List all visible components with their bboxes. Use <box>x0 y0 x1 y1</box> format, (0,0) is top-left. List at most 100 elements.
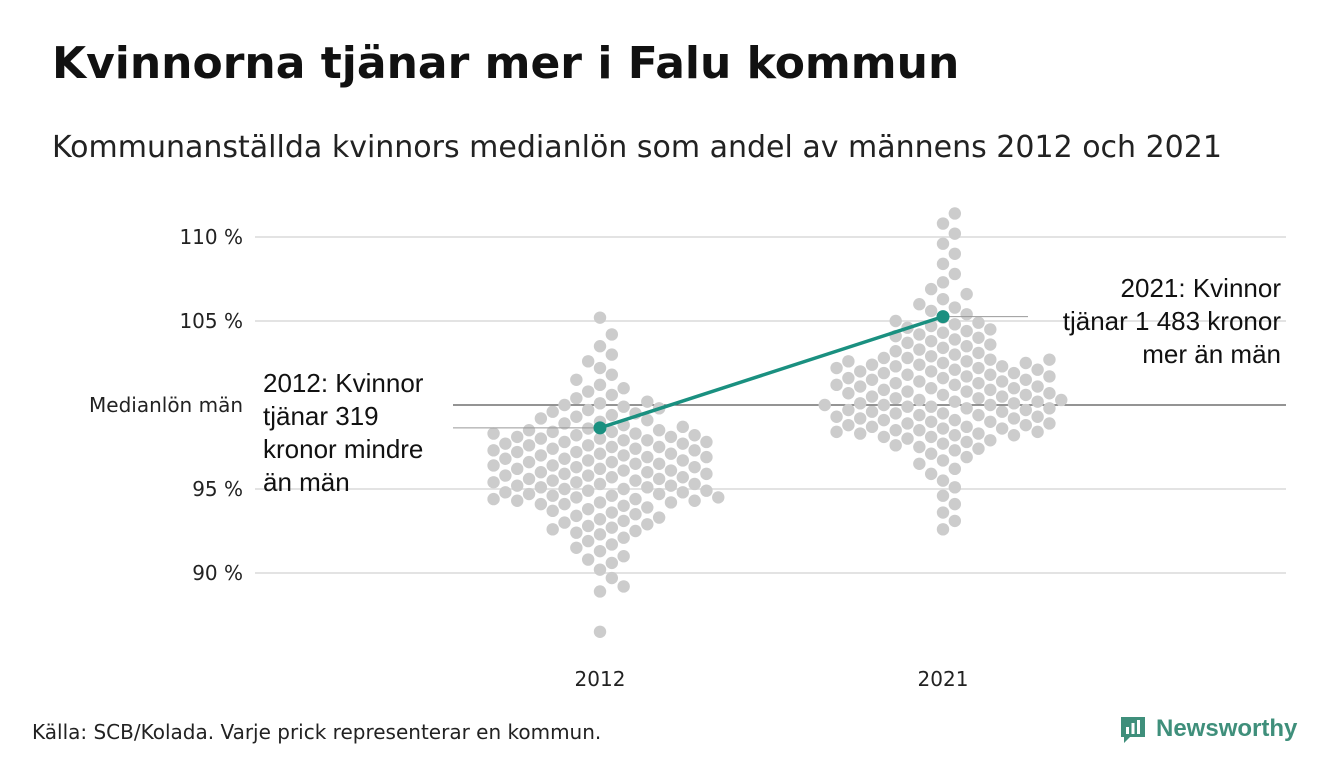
annotation-2021-line: mer än män <box>1142 339 1281 369</box>
annotation-2012-line: kronor mindre <box>263 434 423 464</box>
municipality-dot <box>913 424 926 437</box>
municipality-dot <box>558 398 571 412</box>
municipality-dot <box>688 429 701 442</box>
municipality-dot <box>972 346 985 360</box>
municipality-dot <box>664 464 678 477</box>
municipality-dot <box>558 417 571 430</box>
municipality-dot <box>948 378 962 392</box>
annotation-2021-line: 2021: Kvinnor <box>1121 273 1282 303</box>
municipality-dot <box>593 311 607 324</box>
municipality-dot <box>948 429 962 442</box>
municipality-dot <box>664 430 678 444</box>
municipality-dot <box>593 378 607 392</box>
municipality-dot <box>700 450 713 464</box>
municipality-dot <box>546 523 559 536</box>
municipality-dot <box>972 442 985 455</box>
municipality-dot <box>1031 425 1044 439</box>
municipality-dot <box>605 506 619 519</box>
municipality-dot <box>605 368 619 381</box>
highlight-connector-line <box>599 314 944 430</box>
municipality-dot <box>936 437 950 450</box>
municipality-dot <box>948 348 962 361</box>
municipality-dot <box>936 276 950 289</box>
municipality-dot <box>546 442 559 455</box>
municipality-dot <box>948 301 962 314</box>
municipality-dot <box>972 361 985 375</box>
municipality-dot <box>913 408 926 422</box>
municipality-dot <box>924 282 938 296</box>
municipality-dot <box>688 477 701 491</box>
municipality-dot <box>581 534 595 548</box>
municipality-dot <box>948 247 962 260</box>
municipality-dot <box>511 494 524 507</box>
municipality-dot <box>546 504 559 518</box>
municipality-dot <box>830 361 843 375</box>
municipality-dot <box>570 526 583 539</box>
municipality-dot <box>984 383 997 397</box>
municipality-dot <box>854 380 867 393</box>
municipality-dot <box>617 499 630 512</box>
municipality-dot <box>865 405 879 418</box>
municipality-dot <box>948 413 962 427</box>
source-note: Källa: SCB/Kolada. Varje prick represent… <box>32 720 602 744</box>
municipality-dot <box>936 237 950 250</box>
municipality-dot <box>960 308 973 321</box>
municipality-dot <box>534 497 548 511</box>
municipality-dot <box>511 462 524 476</box>
municipality-dot <box>499 469 512 482</box>
municipality-dot <box>605 538 619 551</box>
municipality-dot <box>995 360 1009 373</box>
municipality-dot <box>984 338 997 351</box>
municipality-dot <box>960 402 973 415</box>
municipality-dot <box>842 387 855 400</box>
municipality-dot <box>605 556 619 570</box>
municipality-dot <box>924 365 938 378</box>
municipality-dot <box>1031 410 1044 423</box>
municipality-dot <box>546 459 559 472</box>
municipality-dot <box>581 422 595 435</box>
municipality-dot <box>889 360 902 373</box>
municipality-dot <box>1019 356 1032 370</box>
municipality-dot <box>960 435 973 449</box>
municipality-dot <box>688 444 701 457</box>
municipality-dot <box>948 395 962 408</box>
municipality-dot <box>948 444 962 457</box>
municipality-dot <box>558 482 571 496</box>
municipality-dot <box>487 492 500 506</box>
municipality-dot <box>948 267 962 281</box>
municipality-dot <box>641 395 654 408</box>
municipality-dot <box>984 323 997 336</box>
municipality-dot <box>605 455 619 469</box>
municipality-dot <box>570 373 583 386</box>
x-tick-label: 2021 <box>918 667 969 691</box>
municipality-dot <box>700 467 713 481</box>
municipality-dot <box>534 449 548 462</box>
municipality-dot <box>605 489 619 502</box>
municipality-dot <box>522 472 536 486</box>
annotation-2012-line: tjänar 319 <box>263 401 379 431</box>
municipality-dot <box>1031 363 1044 376</box>
municipality-dot <box>664 496 678 509</box>
municipality-dot <box>593 462 607 476</box>
municipality-dot <box>948 363 962 376</box>
municipality-dot <box>617 400 630 413</box>
municipality-dot <box>605 521 619 534</box>
municipality-dot <box>1043 353 1056 366</box>
municipality-dot <box>511 479 524 492</box>
municipality-dot <box>960 385 973 398</box>
municipality-dot <box>629 457 642 470</box>
municipality-dot <box>605 471 619 484</box>
municipality-dot <box>605 388 619 402</box>
municipality-dot <box>960 340 973 353</box>
municipality-dot <box>593 513 607 526</box>
municipality-dot <box>522 439 536 452</box>
annotation-2021-line: tjänar 1 483 kronor <box>1063 306 1282 336</box>
reference-line-label: Medianlön män <box>89 393 243 417</box>
municipality-dot <box>854 427 867 440</box>
municipality-dot <box>712 491 725 504</box>
municipality-dot <box>581 403 595 417</box>
municipality-dot <box>877 413 891 427</box>
municipality-dot <box>913 440 926 454</box>
municipality-dot <box>570 476 583 489</box>
municipality-dot <box>936 407 950 420</box>
